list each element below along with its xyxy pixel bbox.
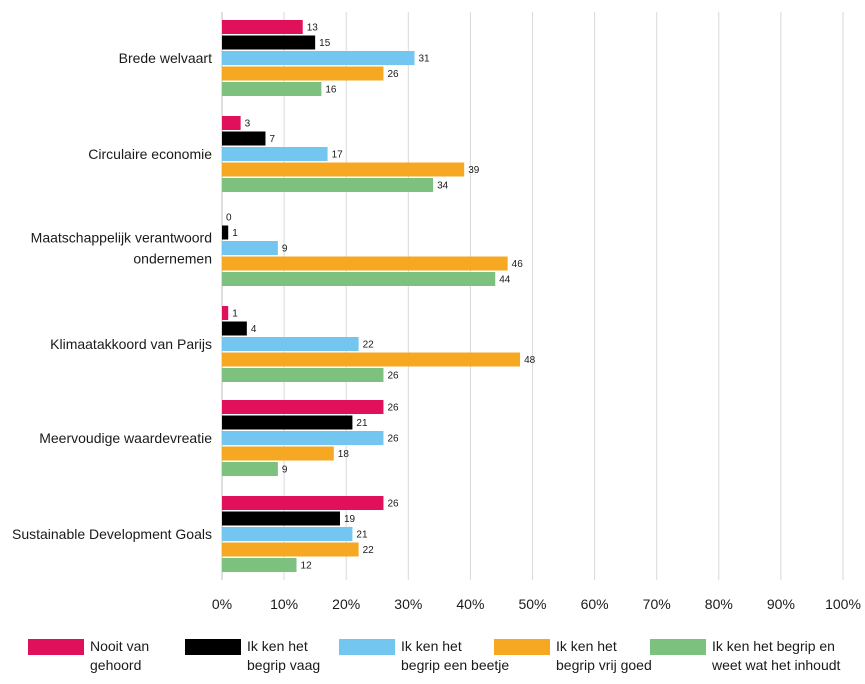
category-labels: Brede welvaart Circulaire economie Maatsch… — [12, 50, 212, 542]
legend-swatch — [339, 639, 395, 655]
data-label: 48 — [524, 355, 536, 366]
bar — [222, 35, 316, 50]
legend-label: Ik ken het begrip vrij goed — [556, 638, 652, 673]
data-label: 39 — [468, 165, 480, 176]
data-label: 12 — [301, 561, 313, 572]
bar — [222, 446, 334, 461]
category-label: Maatschappelijk verantwoord ondernemen — [31, 230, 212, 267]
legend-swatch — [28, 639, 84, 655]
category-label: Brede welvaart — [119, 50, 212, 66]
legend-label: Nooit van gehoord — [90, 638, 150, 673]
legend-item: Ik ken het begrip vrij goed — [494, 637, 652, 675]
bar — [222, 162, 465, 177]
data-label: 19 — [344, 514, 356, 525]
data-label: 26 — [387, 371, 399, 382]
data-label: 21 — [356, 530, 368, 541]
x-tick-label: 10% — [270, 596, 298, 612]
bar — [222, 82, 322, 96]
x-tick-label: 70% — [643, 596, 671, 612]
bar — [222, 400, 384, 414]
bar — [222, 116, 241, 130]
legend: Nooit van gehoord Ik ken het begrip vaag I… — [28, 637, 858, 681]
data-label: 0 — [226, 213, 232, 224]
bar — [222, 147, 328, 161]
bar — [222, 527, 353, 541]
data-label: 26 — [387, 69, 399, 80]
legend-item: Ik ken het begrip en weet wat het inhoud… — [650, 637, 840, 675]
x-tick-label: 80% — [705, 596, 733, 612]
x-tick-label: 50% — [518, 596, 546, 612]
data-label: 22 — [363, 545, 375, 556]
data-label: 7 — [269, 134, 275, 145]
data-label: 15 — [319, 38, 331, 49]
data-label: 46 — [512, 259, 524, 270]
data-label: 16 — [325, 85, 337, 96]
data-label: 26 — [387, 434, 399, 445]
bar — [222, 131, 266, 146]
legend-label: Ik ken het begrip een beetje — [401, 638, 510, 673]
gridlines — [221, 12, 844, 580]
bar — [222, 20, 303, 34]
bars — [222, 20, 521, 572]
data-label: 26 — [387, 499, 399, 510]
category-label: Circulaire economie — [88, 146, 212, 162]
legend-item: Nooit van gehoord — [28, 637, 149, 675]
legend-swatch — [650, 639, 706, 655]
bar — [222, 511, 340, 526]
category-label: Klimaatakkoord van Parijs — [50, 336, 212, 352]
bar — [222, 321, 247, 336]
bar — [222, 256, 508, 271]
data-label: 22 — [363, 340, 375, 351]
bar — [222, 178, 434, 192]
legend-item: Ik ken het begrip een beetje — [339, 637, 509, 675]
data-label: 17 — [332, 150, 344, 161]
data-label: 21 — [356, 418, 368, 429]
bar — [222, 272, 496, 286]
data-labels: 1315312616371739340194644142248262621261… — [226, 23, 536, 572]
x-axis-ticks: 0% 10% 20% 30% 40% 50% 60% 70% 80% 90% 100% — [212, 596, 861, 612]
x-tick-label: 0% — [212, 596, 232, 612]
x-tick-label: 40% — [456, 596, 484, 612]
bar — [222, 306, 229, 320]
data-label: 3 — [245, 119, 251, 130]
bar — [222, 558, 297, 572]
data-label: 18 — [338, 449, 350, 460]
legend-item: Ik ken het begrip vaag — [185, 637, 320, 675]
bar — [222, 431, 384, 445]
bar — [222, 225, 229, 240]
legend-swatch — [494, 639, 550, 655]
bar — [222, 337, 359, 351]
data-label: 9 — [282, 244, 288, 255]
legend-label: Ik ken het begrip en weet wat het inhoud… — [712, 638, 841, 673]
bar — [222, 352, 521, 367]
data-label: 9 — [282, 465, 288, 476]
bar — [222, 496, 384, 510]
x-tick-label: 30% — [394, 596, 422, 612]
bar — [222, 415, 353, 430]
data-label: 31 — [419, 54, 431, 65]
legend-swatch — [185, 639, 241, 655]
x-tick-label: 20% — [332, 596, 360, 612]
data-label: 26 — [387, 403, 399, 414]
x-tick-label: 60% — [581, 596, 609, 612]
data-label: 1 — [232, 309, 238, 320]
bar — [222, 542, 359, 557]
x-tick-label: 90% — [767, 596, 795, 612]
category-label: Meervoudige waardevreatie — [39, 430, 212, 446]
bar — [222, 368, 384, 382]
data-label: 44 — [499, 275, 511, 286]
bar — [222, 462, 278, 476]
data-label: 4 — [251, 324, 257, 335]
category-label: Sustainable Development Goals — [12, 526, 212, 542]
legend-label: Ik ken het begrip vaag — [247, 638, 321, 673]
data-label: 1 — [232, 228, 238, 239]
data-label: 34 — [437, 181, 449, 192]
bar — [222, 51, 415, 65]
x-tick-label: 100% — [825, 596, 861, 612]
bar — [222, 66, 384, 81]
bar — [222, 241, 278, 255]
data-label: 13 — [307, 23, 319, 34]
